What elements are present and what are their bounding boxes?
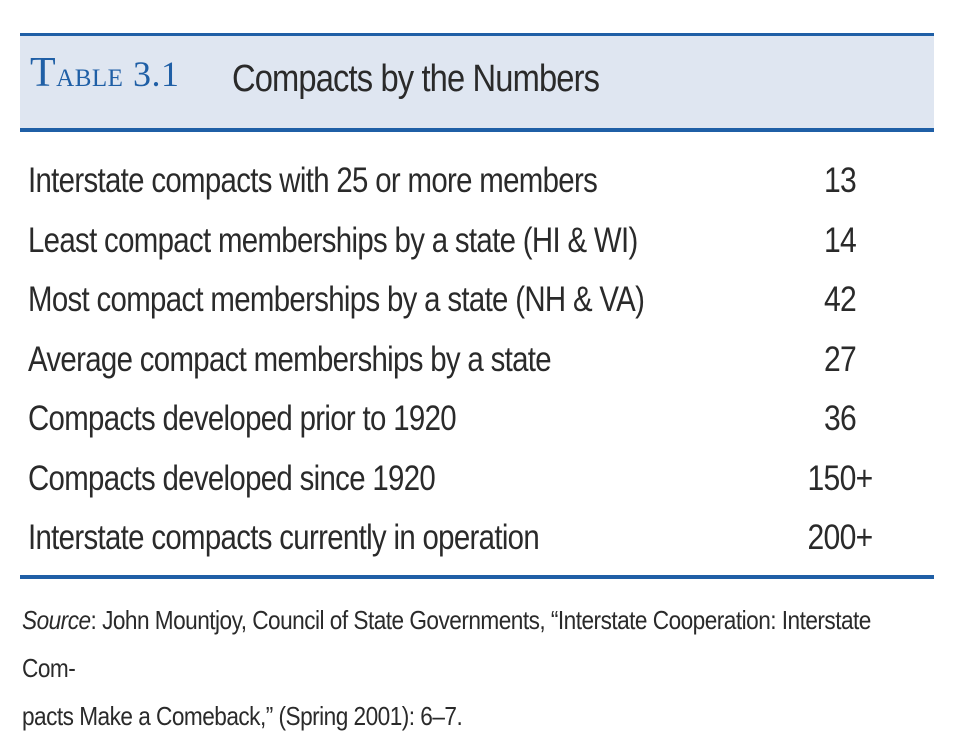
row-label: Most compact memberships by a state (NH … — [28, 280, 645, 319]
row-value: 14 — [823, 220, 857, 260]
table-row: Interstate compacts currently in operati… — [20, 512, 934, 572]
row-value: 150+ — [807, 458, 873, 498]
source-text-continued: pacts Make a Comeback,” (Spring 2001): 6… — [22, 701, 463, 731]
table-header — [20, 36, 934, 128]
table-row: Average compact memberships by a state 2… — [20, 334, 934, 394]
row-label: Least compact memberships by a state (HI… — [28, 220, 638, 260]
row-value: 27 — [823, 339, 857, 379]
row-value: 13 — [823, 161, 857, 200]
row-label: Compacts developed since 1920 — [28, 458, 436, 498]
row-label: Interstate compacts currently in operati… — [28, 518, 540, 557]
source-lead: Source — [22, 605, 91, 635]
table-row: Compacts developed prior to 1920 36 — [20, 393, 934, 453]
table-label: Table 3.1 — [30, 50, 180, 96]
table-body: Interstate compacts with 25 or more memb… — [20, 155, 934, 572]
table-row: Compacts developed since 1920 150+ — [20, 453, 934, 513]
row-value: 36 — [823, 399, 857, 438]
table-row: Interstate compacts with 25 or more memb… — [20, 155, 934, 215]
table-title: Compacts by the Numbers — [232, 58, 600, 100]
row-label: Average compact memberships by a state — [28, 339, 552, 379]
table-number: 3.1 — [132, 54, 180, 94]
row-label: Interstate compacts with 25 or more memb… — [28, 161, 598, 200]
table-row: Least compact memberships by a state (HI… — [20, 215, 934, 275]
top-rule — [20, 33, 934, 36]
row-label: Compacts developed prior to 1920 — [28, 399, 457, 438]
header-rule — [20, 128, 934, 132]
row-value: 200+ — [807, 518, 873, 557]
source-note: Source: John Mountjoy, Council of State … — [22, 596, 927, 740]
row-value: 42 — [823, 280, 857, 319]
table-row: Most compact memberships by a state (NH … — [20, 274, 934, 334]
source-text: : John Mountjoy, Council of State Govern… — [22, 605, 871, 683]
document-page: Table 3.1 Compacts by the Numbers Inters… — [20, 33, 934, 731]
bottom-rule — [20, 575, 934, 579]
